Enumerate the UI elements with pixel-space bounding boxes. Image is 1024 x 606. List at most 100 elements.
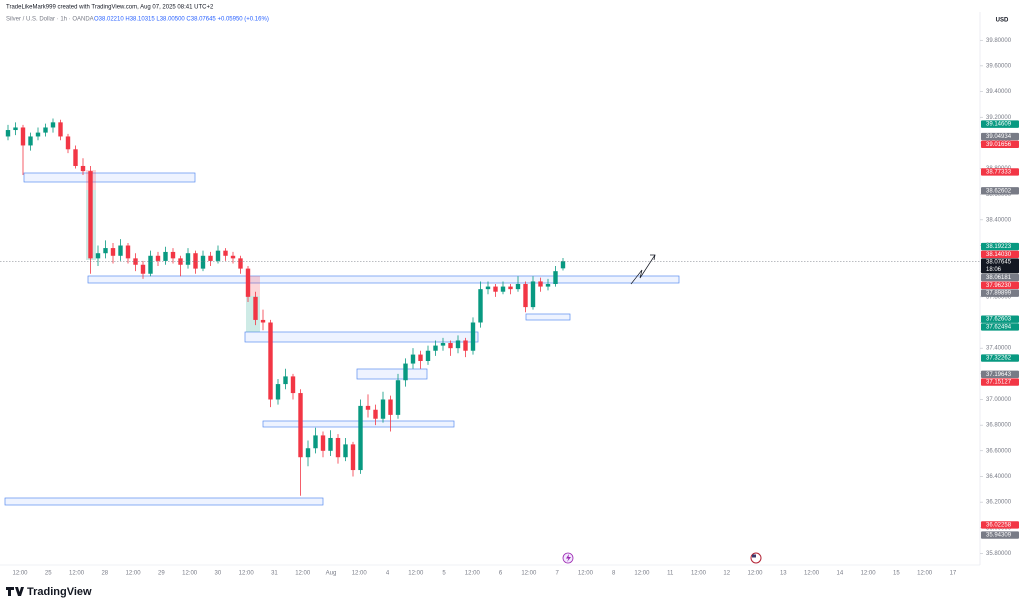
x-tick-label: 17 [950,571,957,577]
candle-body [523,284,528,308]
candle-body [80,165,86,172]
price-tag [981,120,1019,128]
x-tick-label: 15 [893,571,900,577]
ohlc-values: O38.02210 H38.10315 L38.00500 C38.07645 … [94,17,269,23]
logo-mark [6,587,24,596]
candle-body [185,253,191,265]
price-tag-label: 38.62602 [986,188,1012,194]
candle-body [125,245,131,259]
candle-body [335,437,341,458]
candle-body [500,286,506,292]
price-tag-label: 37.32262 [986,356,1012,362]
x-tick-label: 12:00 [408,571,424,577]
price-tag-label: 37.96230 [986,283,1012,289]
x-tick-label: 7 [555,571,559,577]
price-tag [981,281,1019,290]
x-tick-label: 12:00 [182,571,198,577]
price-tag-label: 37.62603 [986,317,1012,323]
candle-body [110,248,116,256]
x-tick-label: 5 [442,571,446,577]
y-tick-label: 37.40000 [986,346,1012,352]
zone [244,331,479,343]
x-tick-label: 6 [499,571,503,577]
candle-body [538,281,543,287]
zone [23,172,196,183]
candle-body [530,281,536,308]
candle-body [238,258,243,269]
candle-body [373,409,378,419]
price-tag [981,315,1019,323]
candle-body [245,268,251,297]
y-tick-label: 36.60000 [986,448,1012,454]
candle-body [95,253,101,259]
x-tick-label: 12:00 [239,571,255,577]
candle-body [290,376,296,394]
price-tag [981,378,1019,386]
price-tag-label: 36.02258 [986,522,1012,528]
price-tag [981,258,1019,274]
candle-body [253,296,258,320]
x-tick-label: 12:00 [634,571,650,577]
price-tag-label: 37.89899 [986,291,1012,297]
price-tag-label: 39.01656 [986,142,1012,148]
price-tag [981,187,1019,195]
price-tag [981,323,1019,331]
candle-body [103,248,108,254]
candle-body [230,255,236,259]
candle-body [493,286,498,292]
x-tick-label: 25 [45,571,52,577]
price-tag-label: 37.19643 [986,372,1012,378]
candle-body [410,354,416,364]
candle-body [163,251,168,261]
x-tick-label: 12:00 [69,571,85,577]
price-tag [981,370,1019,378]
candle-body [215,250,221,261]
candle-body [313,435,318,449]
candle-body [470,322,476,351]
candle-body [350,444,356,471]
x-tick-label: 12 [723,571,730,577]
price-tag [981,140,1019,149]
candle-body [5,130,11,137]
x-tick-label: Aug [326,571,337,577]
x-tick-label: 12:00 [126,571,142,577]
zone [525,313,571,321]
candle-body [200,255,206,269]
candle-body [403,363,408,381]
candle-body [193,253,198,269]
price-tag-label: 39.04934 [986,134,1012,140]
price-tag [981,250,1019,259]
x-tick-label: 12:00 [917,571,933,577]
candle-body [50,122,56,128]
y-tick-label: 35.80000 [986,551,1012,557]
price-tag [981,521,1019,529]
candle-body [365,405,371,410]
candle-body [13,127,18,131]
candle-body [508,286,513,290]
zone [4,497,324,506]
y-tick-label: 39.20000 [986,115,1012,121]
x-tick-label: 12:00 [748,571,764,577]
x-tick-label: 31 [271,571,278,577]
x-tick-label: 30 [215,571,222,577]
candle-body [155,255,161,261]
header: TradeLikeMark999 created with TradingVie… [6,5,214,11]
y-tick-label: 39.80000 [986,38,1012,44]
candle-body [343,444,348,458]
candle-body [545,284,551,287]
y-tick-label: 37.80000 [986,294,1012,300]
x-tick-label: 28 [101,571,108,577]
candle-body [455,340,461,349]
candle-body [88,171,93,259]
arrow-head [650,254,656,261]
y-tick-label: 36.20000 [986,500,1012,506]
x-tick-label: 12:00 [12,571,28,577]
price-tag [981,289,1019,297]
price-tag-label: 39.14609 [986,122,1012,128]
candle-body [170,251,176,259]
candle-body [268,322,273,400]
candle-body [478,289,483,323]
candle-body [418,354,423,361]
